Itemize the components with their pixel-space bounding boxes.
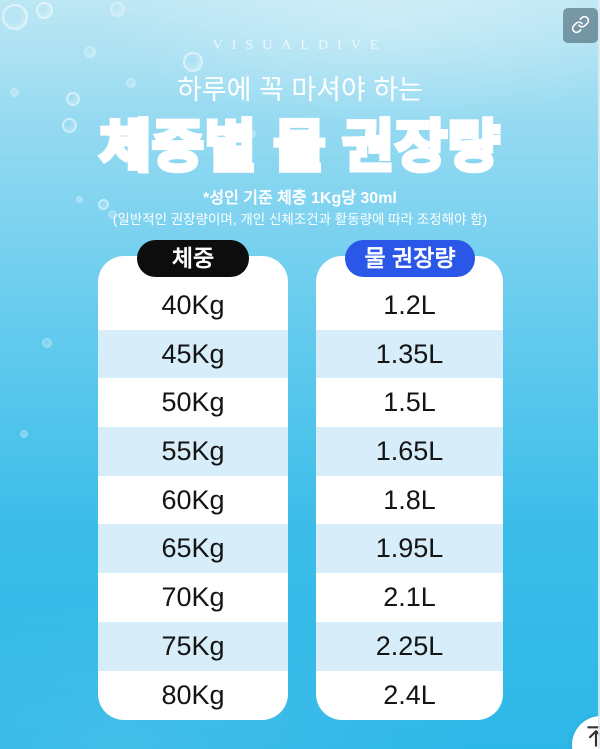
page-subtitle: 하루에 꼭 마셔야 하는	[176, 75, 424, 105]
weight-cell: 60Kg	[161, 484, 225, 515]
weight-cell: 80Kg	[161, 679, 225, 710]
weight-cell: 50Kg	[161, 387, 225, 418]
share-link-button[interactable]	[563, 8, 598, 43]
bubble-decoration	[10, 88, 19, 97]
brand-logo: VISUALDIVE	[212, 38, 388, 53]
weight-cell: 45Kg	[98, 329, 288, 379]
bubble-decoration	[84, 46, 96, 58]
bubble-decoration	[126, 78, 136, 88]
weight-cell: 70Kg	[161, 582, 225, 613]
water-cell: 1.8L	[383, 484, 436, 515]
water-cell: 1.95L	[316, 524, 503, 574]
weight-column-header: 체중	[137, 240, 249, 277]
page-edge-divider	[598, 0, 600, 749]
bubble-decoration	[183, 52, 203, 72]
note-primary: *성인 기준 체중 1Kg당 30ml	[203, 190, 397, 207]
weight-column-card: 40Kg 45Kg 50Kg 55Kg 60Kg 65Kg 70Kg 75Kg …	[98, 256, 288, 720]
bubble-decoration	[20, 430, 28, 438]
bubble-decoration	[98, 199, 109, 210]
bubble-decoration	[110, 2, 125, 17]
bubble-decoration	[248, 130, 256, 138]
weight-cell: 40Kg	[161, 290, 225, 320]
bubble-decoration	[2, 4, 28, 30]
bubble-decoration	[42, 338, 52, 348]
bubble-decoration	[66, 92, 80, 106]
water-cell: 2.4L	[383, 679, 436, 710]
bubble-decoration	[36, 2, 53, 19]
water-cell: 2.25L	[316, 621, 503, 671]
weight-cell: 65Kg	[98, 524, 288, 574]
water-column-card: 1.2L 1.35L 1.5L 1.65L 1.8L 1.95L 2.1L 2.…	[316, 256, 503, 720]
water-cell: 1.2L	[383, 290, 436, 320]
bubble-decoration	[296, 188, 303, 195]
bubble-decoration	[108, 210, 117, 219]
page-title: 체중별 물 권장량	[97, 113, 501, 181]
bubble-decoration	[76, 196, 83, 203]
note-secondary: (일반적인 권장량이며, 개인 신체조건과 활동량에 따라 조정해야 함)	[112, 212, 488, 227]
water-cell: 1.65L	[316, 427, 503, 476]
water-cell: 2.1L	[383, 582, 436, 613]
water-column-header: 물 권장량	[345, 240, 475, 277]
weight-cell: 75Kg	[98, 621, 288, 671]
water-cell: 1.35L	[316, 329, 503, 379]
water-cell: 1.5L	[383, 387, 436, 418]
link-icon	[571, 15, 590, 37]
bubble-decoration	[62, 118, 77, 133]
weight-cell: 55Kg	[98, 427, 288, 476]
scroll-to-top-button[interactable]	[572, 716, 600, 749]
